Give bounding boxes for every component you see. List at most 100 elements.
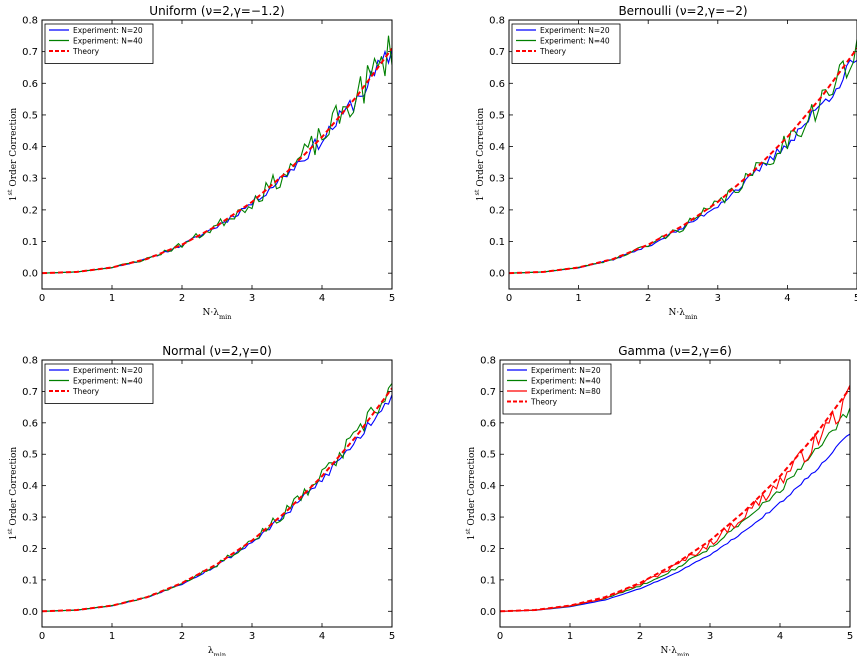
legend-label: Experiment: N=40 xyxy=(73,37,143,46)
x-tick-label: 5 xyxy=(847,631,853,642)
legend-label: Experiment: N=20 xyxy=(73,366,143,375)
legend-label: Experiment: N=40 xyxy=(540,37,610,46)
y-tick-label: 0.0 xyxy=(22,607,38,618)
y-tick-label: 0.8 xyxy=(22,356,38,367)
y-tick-label: 0.2 xyxy=(480,544,496,555)
y-tick-label: 0.3 xyxy=(489,174,505,185)
chart-panel-4: 0 1 2 3 4 5 0.0 0.1 0.2 0.3 0.4 0.5 0.6 0.7 0.8 Gamma (… xyxy=(464,344,853,656)
y-tick-label: 0.6 xyxy=(480,418,496,429)
x-tick-label: 3 xyxy=(249,631,255,642)
y-tick-label: 0.3 xyxy=(480,513,496,524)
series-line-3 xyxy=(42,47,392,275)
chart-panel-2: 0 1 2 3 4 5 0.0 0.1 0.2 0.3 0.4 0.5 0.6 0.7 0.8 Bernoul… xyxy=(473,4,857,321)
x-tick-label: 5 xyxy=(854,293,857,304)
series-line-4 xyxy=(500,387,850,613)
y-tick-label: 0.2 xyxy=(489,205,505,216)
series-line-3 xyxy=(500,384,850,612)
chart-title: Bernoulli (ν=2,γ=−2) xyxy=(618,4,747,18)
y-tick-label: 0.8 xyxy=(22,16,38,27)
x-tick-label: 3 xyxy=(707,631,713,642)
y-tick-label: 0.5 xyxy=(489,110,505,121)
legend-label: Experiment: N=20 xyxy=(540,26,610,35)
y-tick-label: 0.1 xyxy=(480,575,496,586)
x-tick-label: 1 xyxy=(567,631,573,642)
x-axis-label: N·λmin xyxy=(661,646,690,656)
y-tick-label: 0.7 xyxy=(489,47,505,58)
x-tick-label: 3 xyxy=(249,293,255,304)
y-tick-label: 0.0 xyxy=(480,607,496,618)
legend-label: Experiment: N=20 xyxy=(531,366,601,375)
y-tick-label: 0.4 xyxy=(480,481,496,492)
y-tick-label: 0.8 xyxy=(480,356,496,367)
series-line-1 xyxy=(500,433,850,612)
y-tick-label: 0.6 xyxy=(489,79,505,90)
legend-label: Theory xyxy=(72,47,100,56)
series-line-3 xyxy=(509,47,857,275)
y-tick-label: 0.0 xyxy=(22,269,38,280)
chart-title: Uniform (ν=2,γ=−1.2) xyxy=(149,4,284,18)
series-line-2 xyxy=(509,39,857,274)
legend-label: Experiment: N=20 xyxy=(73,26,143,35)
y-tick-label: 0.2 xyxy=(22,544,38,555)
x-axis-label: λmin xyxy=(208,646,226,656)
y-axis-label: 1st Order Correction xyxy=(473,108,486,202)
y-tick-label: 0.6 xyxy=(22,79,38,90)
x-tick-label: 0 xyxy=(506,293,512,304)
y-tick-label: 0.5 xyxy=(480,450,496,461)
x-tick-label: 3 xyxy=(715,293,721,304)
plot-frame xyxy=(499,359,851,628)
series-line-2 xyxy=(42,35,392,274)
legend-box xyxy=(502,363,612,415)
x-tick-label: 0 xyxy=(497,631,503,642)
y-tick-label: 0.5 xyxy=(22,110,38,121)
y-tick-label: 0.3 xyxy=(22,513,38,524)
y-tick-label: 0.4 xyxy=(22,481,38,492)
y-tick-label: 0.4 xyxy=(22,142,38,153)
x-tick-label: 1 xyxy=(109,631,115,642)
plot-frame xyxy=(41,359,393,628)
chart-panel-1: 0 1 2 3 4 5 0.0 0.1 0.2 0.3 0.4 0.5 0.6 0.7 0.8 Uniform… xyxy=(6,4,395,321)
x-tick-label: 2 xyxy=(637,631,643,642)
y-tick-label: 0.7 xyxy=(22,387,38,398)
legend-label: Theory xyxy=(539,47,567,56)
series-line-1 xyxy=(42,49,392,274)
legend-label: Theory xyxy=(72,387,100,396)
x-tick-label: 2 xyxy=(179,293,185,304)
x-tick-label: 4 xyxy=(784,293,790,304)
x-tick-label: 1 xyxy=(109,293,115,304)
x-tick-label: 2 xyxy=(179,631,185,642)
y-tick-label: 0.4 xyxy=(489,142,505,153)
chart-panel-3: 0 1 2 3 4 5 0.0 0.1 0.2 0.3 0.4 0.5 0.6 0.7 0.8 Normal … xyxy=(6,344,395,656)
y-tick-label: 0.7 xyxy=(480,387,496,398)
y-tick-label: 0.6 xyxy=(22,418,38,429)
y-tick-label: 0.0 xyxy=(489,269,505,280)
y-tick-label: 0.7 xyxy=(22,47,38,58)
y-axis-label: 1st Order Correction xyxy=(464,447,477,541)
x-tick-label: 5 xyxy=(389,631,395,642)
series-line-2 xyxy=(500,407,850,612)
legend: Experiment: N=20 Experiment: N=40Experime… xyxy=(502,363,612,415)
series-line-1 xyxy=(509,59,857,274)
series-line-3 xyxy=(42,387,392,613)
y-tick-label: 0.3 xyxy=(22,174,38,185)
y-tick-label: 0.8 xyxy=(489,16,505,27)
y-axis-label: 1st Order Correction xyxy=(6,447,19,541)
x-tick-label: 0 xyxy=(39,293,45,304)
x-tick-label: 0 xyxy=(39,631,45,642)
legend-label: Experiment: N=40 xyxy=(73,377,143,386)
y-axis-label: 1st Order Correction xyxy=(6,108,19,202)
y-tick-label: 0.1 xyxy=(22,575,38,586)
x-tick-label: 1 xyxy=(575,293,581,304)
y-tick-label: 0.1 xyxy=(22,237,38,248)
plot-frame xyxy=(508,19,857,290)
y-tick-label: 0.5 xyxy=(22,450,38,461)
x-tick-label: 5 xyxy=(389,293,395,304)
series-line-1 xyxy=(42,394,392,612)
x-tick-label: 2 xyxy=(645,293,651,304)
legend-label: Theory xyxy=(530,398,558,407)
chart-title: Normal (ν=2,γ=0) xyxy=(162,344,272,358)
legend-label: Experiment: N=80 xyxy=(531,387,601,396)
